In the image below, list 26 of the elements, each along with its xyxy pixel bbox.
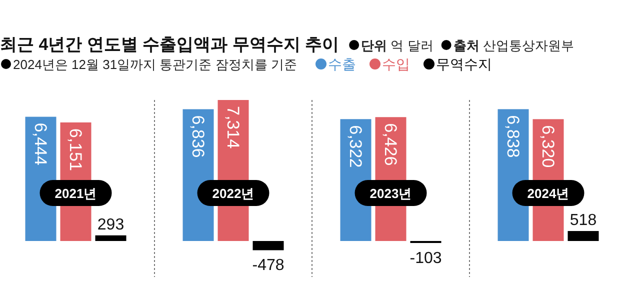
x-tick-label: 2021년: [54, 186, 97, 201]
data-label: 6,320: [538, 125, 558, 168]
data-label: 518: [570, 212, 597, 230]
data-label: 6,322: [346, 125, 366, 168]
data-label: -103: [410, 250, 442, 267]
x-tick-label: 2022년: [212, 186, 254, 201]
bar: [568, 231, 599, 241]
x-tick-label: 2024년: [527, 186, 570, 201]
bar: [252, 241, 284, 250]
chart-subtitle: 2024년은 12월 31일까지 통관기준 잠정치를 기준: [13, 57, 297, 72]
legend-label: 수출: [328, 56, 356, 72]
text: 단위 억 달러: [361, 38, 434, 53]
text: 출처 산업통상자원부: [453, 38, 574, 53]
data-label: 7,314: [224, 106, 243, 149]
data-label: 6,426: [381, 123, 400, 166]
chart-title: 최근 4년간 연도별 수출입액과 무역수지 추이: [0, 35, 340, 54]
legend-label: 수입: [382, 56, 410, 72]
x-tick-label: 2023년: [370, 186, 412, 201]
data-label: 6,838: [504, 115, 523, 158]
data-label: -478: [252, 257, 284, 274]
data-label: 6,836: [188, 115, 208, 158]
data-label: 6,151: [66, 128, 86, 171]
data-label: 293: [97, 216, 124, 234]
bar: [95, 235, 126, 241]
legend-label: 무역수지: [436, 56, 492, 72]
data-label: 6,444: [31, 122, 50, 166]
